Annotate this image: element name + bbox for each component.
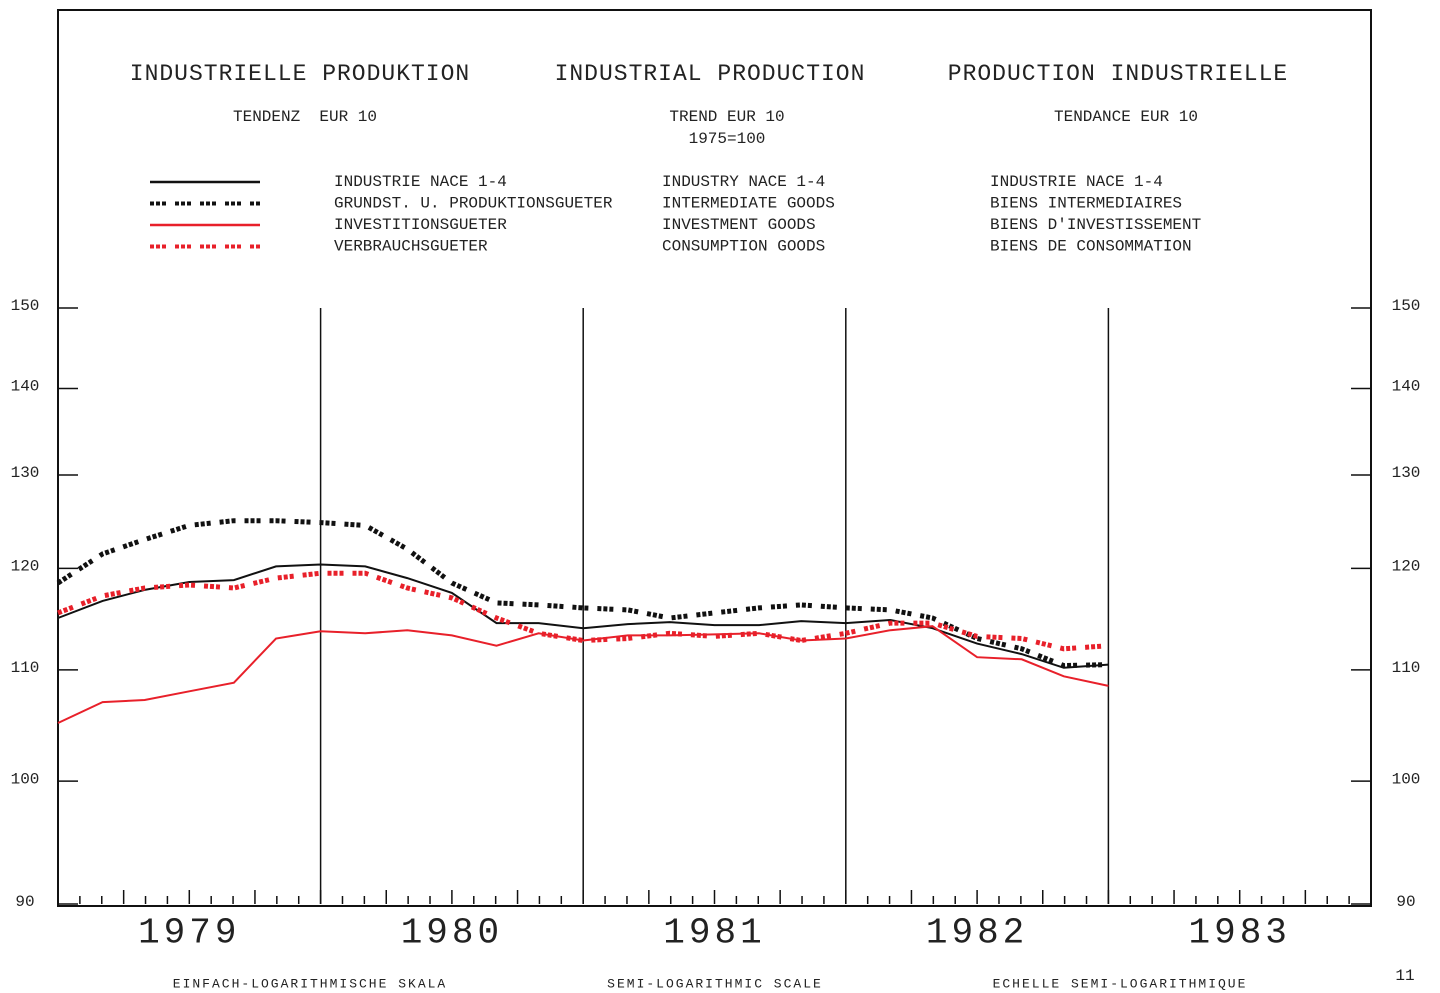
- legend-label: VERBRAUCHSGUETER: [334, 238, 488, 256]
- legend-label: INDUSTRIE NACE 1-4: [334, 173, 507, 191]
- legend-label: INDUSTRY NACE 1-4: [662, 173, 825, 191]
- y-tick-label-left: 150: [11, 297, 40, 315]
- x-category-label: 1979: [138, 913, 240, 954]
- title-de: INDUSTRIELLE PRODUKTION: [130, 61, 470, 87]
- title-fr: PRODUCTION INDUSTRIELLE: [948, 61, 1288, 87]
- subtitle-en: TREND EUR 10: [669, 108, 784, 126]
- y-tick-label-left: 90: [15, 893, 34, 911]
- legend-label: INVESTMENT GOODS: [662, 216, 816, 234]
- footer-de: EINFACH-LOGARITHMISCHE SKALA: [173, 976, 447, 991]
- footer-fr: ECHELLE SEMI-LOGARITHMIQUE: [993, 976, 1248, 991]
- y-tick-label-left: 110: [11, 659, 40, 677]
- subtitle-fr: TENDANCE EUR 10: [1054, 108, 1198, 126]
- legend-label: BIENS DE CONSOMMATION: [990, 238, 1192, 256]
- legend-label: CONSUMPTION GOODS: [662, 238, 825, 256]
- title-en: INDUSTRIAL PRODUCTION: [555, 61, 866, 87]
- y-tick-label-left: 120: [11, 558, 40, 576]
- y-tick-label-right: 120: [1392, 558, 1421, 576]
- series-line: [56, 518, 1109, 669]
- subtitle-de: TENDENZ EUR 10: [233, 108, 377, 126]
- legend-label: INVESTITIONSGUETER: [334, 216, 507, 234]
- y-tick-label-right: 110: [1392, 659, 1421, 677]
- y-tick-label-right: 150: [1392, 297, 1421, 315]
- y-tick-label-left: 130: [11, 464, 40, 482]
- y-tick-label-right: 130: [1392, 464, 1421, 482]
- legend-label: INDUSTRIE NACE 1-4: [990, 173, 1163, 191]
- series-line: [57, 563, 1109, 669]
- x-category-label: 1983: [1188, 913, 1290, 954]
- legend-label: BIENS D'INVESTISSEMENT: [990, 216, 1201, 234]
- y-tick-label-left: 100: [11, 770, 40, 788]
- legend-label: GRUNDST. U. PRODUKTIONSGUETER: [334, 195, 613, 213]
- y-tick-label-right: 90: [1396, 893, 1415, 911]
- x-category-label: 1982: [926, 913, 1028, 954]
- footer-en: SEMI-LOGARITHMIC SCALE: [607, 976, 823, 991]
- legend-label: BIENS INTERMEDIAIRES: [990, 195, 1182, 213]
- y-tick-label-right: 100: [1392, 770, 1421, 788]
- series-line: [57, 625, 1109, 724]
- legend-label: INTERMEDIATE GOODS: [662, 195, 835, 213]
- frame: [57, 9, 1372, 907]
- y-tick-label-right: 140: [1392, 378, 1421, 396]
- page-number: 11: [1395, 967, 1414, 985]
- x-category-label: 1981: [663, 913, 765, 954]
- base-year: 1975=100: [689, 130, 766, 148]
- x-category-label: 1980: [401, 913, 503, 954]
- y-tick-label-left: 140: [11, 378, 40, 396]
